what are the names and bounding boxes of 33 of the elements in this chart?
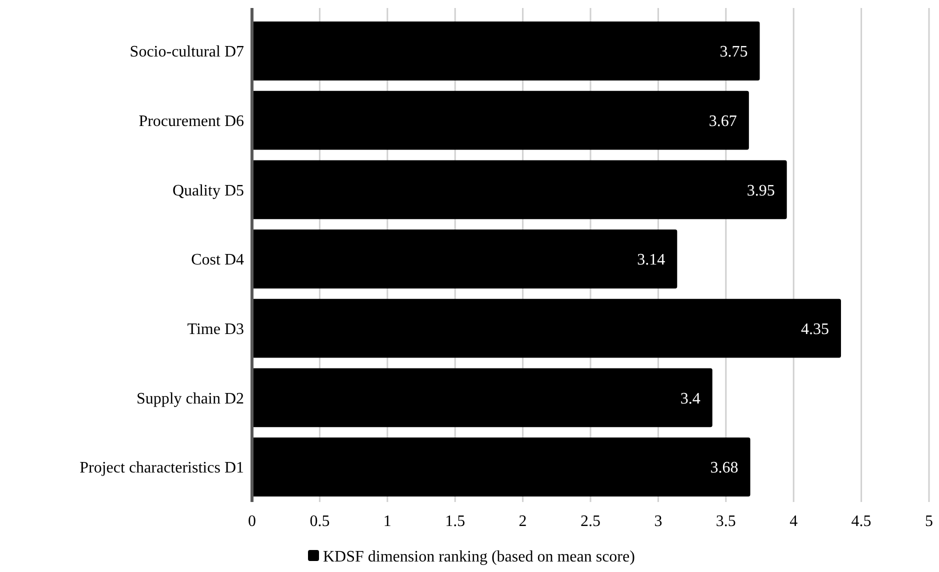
y-tick-label: Cost D4 bbox=[191, 252, 244, 269]
x-tick-label: 2.5 bbox=[580, 513, 600, 530]
data-label: 3.68 bbox=[710, 460, 738, 477]
data-label: 3.95 bbox=[746, 182, 775, 200]
y-tick-label: Procurement D6 bbox=[138, 112, 244, 130]
bar bbox=[252, 438, 750, 496]
x-tick-label: 4.5 bbox=[851, 513, 872, 530]
data-label: 3.67 bbox=[708, 112, 737, 130]
x-tick-label: 2 bbox=[518, 513, 527, 530]
x-tick-label: 3 bbox=[654, 513, 662, 530]
bar bbox=[252, 298, 841, 358]
legend-label: KDSF dimension ranking (based on mean score) bbox=[323, 548, 635, 566]
y-tick-label: Socio-cultural D7 bbox=[130, 44, 244, 61]
x-tick-label: 0.5 bbox=[310, 513, 330, 530]
x-tick-label: 4 bbox=[790, 513, 798, 530]
y-tick-label: Supply chain D2 bbox=[136, 390, 244, 408]
data-label: 3.75 bbox=[720, 44, 748, 61]
x-tick-label: 5 bbox=[925, 513, 933, 530]
bar bbox=[252, 160, 787, 220]
bar bbox=[252, 90, 749, 150]
y-tick-label: Time D3 bbox=[187, 320, 244, 338]
x-tick-label: 3.5 bbox=[716, 513, 736, 530]
data-label: 4.35 bbox=[800, 320, 829, 338]
data-label: 3.14 bbox=[637, 252, 666, 269]
x-tick-label: 0 bbox=[248, 513, 256, 530]
bar bbox=[252, 368, 712, 428]
data-label: 3.4 bbox=[680, 390, 700, 408]
x-tick-label: 1.5 bbox=[445, 513, 466, 530]
x-tick-label: 1 bbox=[383, 513, 392, 530]
bar bbox=[252, 22, 760, 80]
bar bbox=[252, 230, 678, 288]
y-tick-label: Quality D5 bbox=[172, 182, 244, 200]
y-tick-label: Project characteristics D1 bbox=[80, 460, 244, 477]
